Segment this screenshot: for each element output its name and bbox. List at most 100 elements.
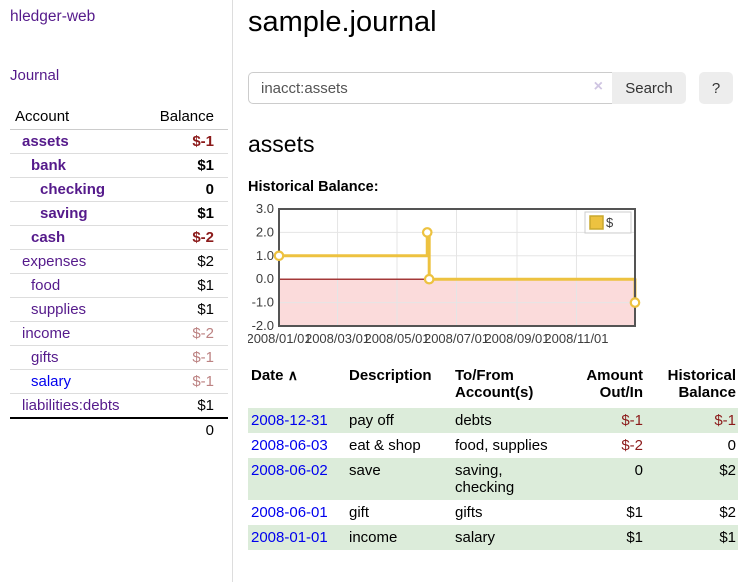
accounts-table: Account Balance assets $-1 bank $1 checking 0… [10, 105, 228, 442]
transaction-date-link[interactable]: 2008-12-31 [251, 412, 328, 429]
date-sort-header[interactable]: Date ∧ [251, 367, 298, 384]
sidebar: hledger-web Journal Account Balance asse… [0, 0, 233, 582]
transaction-accounts: debts [455, 412, 492, 429]
search-form: × Search ? [248, 72, 742, 104]
transaction-description: pay off [349, 412, 394, 429]
help-button[interactable]: ? [699, 72, 733, 104]
clear-search-icon[interactable]: × [593, 78, 603, 95]
account-balance: $1 [140, 153, 228, 178]
account-link[interactable]: liabilities:debts [22, 397, 120, 414]
account-row: liabilities:debts $1 [10, 393, 228, 418]
account-link[interactable]: cash [31, 229, 66, 246]
y-axis-tick-label: 3.0 [256, 203, 274, 216]
account-row: saving $1 [10, 201, 228, 226]
data-point-marker [421, 227, 433, 238]
account-link[interactable]: saving [40, 205, 88, 222]
data-point-marker [629, 297, 641, 308]
account-row: assets $-1 [10, 130, 228, 154]
account-row: income $-2 [10, 321, 228, 346]
account-balance: $-2 [140, 321, 228, 346]
data-point-marker [273, 250, 285, 262]
account-link[interactable]: supplies [31, 301, 87, 318]
description-header: Description [349, 367, 432, 384]
register-table: Date ∧ Description To/From Account(s) Amo… [248, 367, 738, 550]
account-row: salary $-1 [10, 369, 228, 394]
data-point-marker [423, 273, 435, 285]
transaction-amount: $-2 [621, 437, 643, 454]
account-row: supplies $1 [10, 297, 228, 322]
account-heading: assets [248, 131, 315, 157]
transaction-date-link[interactable]: 2008-01-01 [251, 529, 328, 546]
transaction-description: income [349, 529, 398, 546]
account-link[interactable]: gifts [31, 349, 59, 366]
transaction-date-link[interactable]: 2008-06-02 [251, 462, 328, 479]
account-link[interactable]: bank [31, 157, 67, 174]
account-balance: $-1 [192, 133, 214, 150]
legend-swatch [589, 215, 604, 230]
historical-balance-label: Historical Balance: [248, 179, 379, 195]
page-title: sample.journal [248, 6, 437, 38]
register-row: 2008-06-03 eat & shop food, supplies $-2 0 [248, 433, 738, 458]
accounts-total-value: 0 [140, 417, 228, 442]
y-axis-tick-label: 2.0 [256, 224, 274, 239]
x-axis-tick-label: 2008/11/01 [544, 331, 608, 346]
transaction-balance: $1 [719, 529, 736, 546]
transaction-accounts: salary [455, 529, 496, 546]
account-row: checking 0 [10, 177, 228, 202]
account-balance: $1 [140, 273, 228, 298]
legend-label: $ [606, 215, 614, 230]
transaction-balance: $-1 [714, 412, 736, 429]
sidebar-item-journal[interactable]: Journal [10, 67, 60, 84]
account-balance: 0 [140, 177, 228, 202]
transaction-date-link[interactable]: 2008-06-03 [251, 437, 328, 454]
amount-header: Amount Out/In [586, 367, 643, 401]
search-button[interactable]: Search [612, 72, 686, 104]
account-row: bank $1 [10, 153, 228, 178]
register-row: 2008-06-02 save saving, checking 0 $2 [248, 458, 738, 500]
register-row: 2008-01-01 income salary $1 $1 [248, 525, 738, 550]
account-row: cash $-2 [10, 225, 228, 250]
account-link[interactable]: checking [40, 181, 106, 198]
transaction-amount: $1 [626, 504, 643, 521]
x-axis-tick-label: 2008/05/01 [364, 331, 429, 346]
transaction-date-link[interactable]: 2008-06-01 [251, 504, 328, 521]
x-axis-tick-label: 2008/07/01 [424, 331, 489, 346]
accounts-header-account: Account [10, 105, 141, 130]
y-axis-tick-label: -2.0 [252, 318, 274, 333]
transaction-description: save [349, 462, 381, 479]
transaction-description: gift [349, 504, 370, 521]
x-axis-tick-label: 2008/03/01 [305, 331, 370, 346]
y-axis-tick-label: 0.0 [256, 271, 274, 286]
balance-header: Historical Balance [667, 367, 736, 401]
accounts-header: To/From Account(s) [455, 367, 534, 401]
transaction-accounts: saving, checking [455, 462, 515, 496]
register-row: 2008-12-31 pay off debts $-1 $-1 [248, 408, 738, 433]
account-balance: $-2 [140, 225, 228, 250]
account-link[interactable]: assets [22, 133, 69, 150]
plot-border [278, 208, 636, 327]
account-balance: $1 [140, 297, 228, 322]
accounts-header-balance: Balance [140, 105, 228, 130]
register-header-row: Date ∧ Description To/From Account(s) Amo… [248, 367, 738, 408]
account-link[interactable]: expenses [22, 253, 87, 270]
transaction-balance: $2 [719, 462, 736, 479]
transaction-amount: $-1 [621, 412, 643, 429]
app-title-link[interactable]: hledger-web [10, 8, 96, 25]
account-link[interactable]: income [22, 325, 71, 342]
main-content: sample.journal × Search ? assets Histori… [248, 0, 742, 550]
account-balance: $1 [140, 393, 228, 418]
y-axis-tick-label: -1.0 [252, 295, 274, 310]
balance-chart[interactable]: 3.0 2.0 1.0 0.0 -1.0 -2.02008/01/012008/03/01… [248, 203, 648, 351]
y-axis-tick-label: 1.0 [256, 248, 274, 263]
transaction-amount: $1 [626, 529, 643, 546]
account-balance: $1 [140, 201, 228, 226]
account-balance: $-1 [140, 345, 228, 370]
search-input[interactable] [248, 72, 612, 104]
register-row: 2008-06-01 gift gifts $1 $2 [248, 500, 738, 525]
account-link[interactable]: food [31, 277, 61, 294]
account-row: gifts $-1 [10, 345, 228, 370]
account-link[interactable]: salary [31, 373, 72, 390]
x-axis-tick-label: 2008/01/01 [248, 331, 312, 346]
sort-ascending-icon: ∧ [287, 367, 298, 383]
account-row: food $1 [10, 273, 228, 298]
